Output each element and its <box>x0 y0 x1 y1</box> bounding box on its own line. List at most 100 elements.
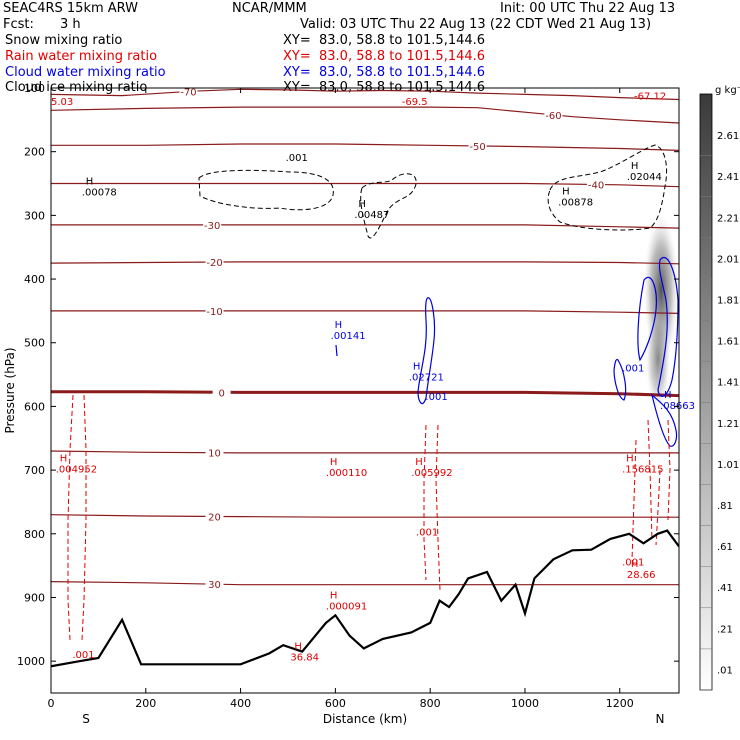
temp-contour-10 <box>51 581 679 586</box>
colorbar: .01 .21 .41 .61 .81 1.01 1.21 1.41 1.61 1.81 2.01 2… <box>699 85 740 691</box>
cloud-water-outline-1 <box>417 297 436 405</box>
legend-snow-label: Snow mixing ratio <box>5 33 123 48</box>
colorbar-label-2: .41 <box>717 583 733 594</box>
high-marker-9: H <box>415 457 423 468</box>
colorbar-unit: g kg⁻¹ <box>715 85 740 96</box>
x-tick-label-6: 1200 <box>606 697 634 710</box>
temp-label-0: -70 <box>180 87 196 98</box>
temp-label-bg-3 <box>587 178 606 190</box>
high-value-9: .005992 <box>411 468 452 479</box>
y-tick-label-8: 900 <box>24 591 45 604</box>
temp-contour-9 <box>51 514 679 518</box>
colorbar-label-5: 1.01 <box>717 460 739 471</box>
temp-contour-0 <box>51 88 679 101</box>
high-marker-8: H <box>330 457 338 468</box>
temp-label-1: -60 <box>545 111 561 122</box>
rain-outline-2 <box>423 424 427 581</box>
endpoint-label-left: S <box>82 712 90 726</box>
legend-rain-xy: XY= 83.0, 58.8 to 101.5,144.6 <box>283 49 486 64</box>
high-marker-2: H <box>562 186 570 197</box>
org-label: NCAR/MMM <box>232 1 307 16</box>
y-tick-label-1: 200 <box>24 146 45 159</box>
high-marker-0: H <box>86 177 94 188</box>
high-marker-12: H <box>294 642 302 653</box>
rain-outline-5 <box>647 419 653 541</box>
temp-label-4: -30 <box>204 221 220 232</box>
legend-cloud-water-label: Cloud water mixing ratio <box>5 65 166 80</box>
high-value-0: .00078 <box>82 188 117 199</box>
valid-time: Valid: 03 UTC Thu 22 Aug 13 (22 CDT Wed … <box>300 17 652 32</box>
x-tick-label-4: 800 <box>420 697 441 710</box>
high-value-5: .02721 <box>409 372 444 383</box>
plot-frame <box>50 87 680 694</box>
high-marker-11: H <box>330 591 338 602</box>
high-value-12: 36.84 <box>290 653 319 664</box>
high-value-13: 28.66 <box>627 570 656 581</box>
temp-label-2: -50 <box>469 142 485 153</box>
temp-label-bg-8 <box>205 446 224 458</box>
init-time: Init: 00 UTC Thu 22 Aug 13 <box>500 1 676 16</box>
cloud-ice-outline-2 <box>547 144 668 231</box>
temp-contour-4 <box>51 224 679 229</box>
colorbar-label-6: 1.21 <box>717 419 739 430</box>
cloud-water-outline-4 <box>657 257 679 397</box>
temp-label-bg-2 <box>468 139 487 151</box>
y-tick-label-7: 800 <box>24 528 45 541</box>
high-value-1: .00487 <box>354 210 389 221</box>
model-title: SEAC4RS 15km ARW <box>3 1 139 16</box>
rain-outline-0 <box>67 394 74 641</box>
contour-value-label-3: .001 <box>286 153 308 164</box>
high-value-11: .000091 <box>326 602 367 613</box>
colorbar-label-1: .21 <box>717 624 733 635</box>
colorbar-label-12: 2.41 <box>717 172 739 183</box>
cloud-water-outline-5 <box>650 393 678 447</box>
y-tick-label-0: 100 <box>24 82 45 95</box>
rain-outline-4 <box>631 439 637 561</box>
temp-label-bg-6 <box>205 304 224 316</box>
contour-value-label-6: .001 <box>416 528 438 539</box>
temp-label-6: -10 <box>206 307 222 318</box>
temp-label-bg-4 <box>203 218 222 230</box>
contour-value-label-1: -69.5 <box>402 97 428 108</box>
high-value-8: .000110 <box>326 468 367 479</box>
legend-rain-label: Rain water mixing ratio <box>5 49 158 64</box>
temp-label-3: -40 <box>588 180 604 191</box>
temp-label-bg-5 <box>205 256 224 268</box>
high-marker-7: H <box>60 454 68 465</box>
temp-label-bg-1 <box>544 108 563 120</box>
rain-outline-3 <box>435 424 441 591</box>
temp-label-bg-9 <box>205 510 224 522</box>
legend-snow-xy: XY= 83.0, 58.8 to 101.5,144.6 <box>283 33 486 48</box>
cloud-water-outline-0 <box>335 344 338 357</box>
cloud-water-outline-2 <box>613 358 627 401</box>
contour-value-label-4: .001 <box>622 363 644 374</box>
temp-contour-1 <box>51 106 679 124</box>
contour-value-label-2: -67.12 <box>634 91 666 102</box>
contour-value-label-8: .001 <box>72 650 94 661</box>
high-value-10: .156815 <box>622 465 663 476</box>
high-value-2: .00878 <box>558 197 593 208</box>
temp-label-8: 10 <box>208 449 221 460</box>
cloud-ice-outline-1 <box>360 173 417 239</box>
cloud-ice-outline-0 <box>198 169 334 211</box>
colorbar-label-13: 2.61 <box>717 131 739 142</box>
rain-outline-6 <box>655 469 661 546</box>
x-tick-label-1: 200 <box>135 697 156 710</box>
contour-value-label-5: .001 <box>425 392 447 403</box>
high-value-7: .004952 <box>56 465 97 476</box>
temp-label-10: 30 <box>208 580 221 591</box>
temp-label-bg-10 <box>205 578 224 590</box>
cloud-contours <box>67 144 679 641</box>
high-marker-13: H <box>631 559 639 570</box>
rain-outline-1 <box>81 394 87 641</box>
high-marker-5: H <box>413 361 421 372</box>
x-tick-label-5: 1000 <box>511 697 539 710</box>
rain-outline-7 <box>667 419 671 521</box>
temp-label-7: 0 <box>218 388 224 399</box>
y-tick-label-6: 700 <box>24 464 45 477</box>
cloud-water-outline-3 <box>637 276 657 362</box>
high-marker-1: H <box>358 199 366 210</box>
y-axis-title: Pressure (hPa) <box>3 347 17 433</box>
